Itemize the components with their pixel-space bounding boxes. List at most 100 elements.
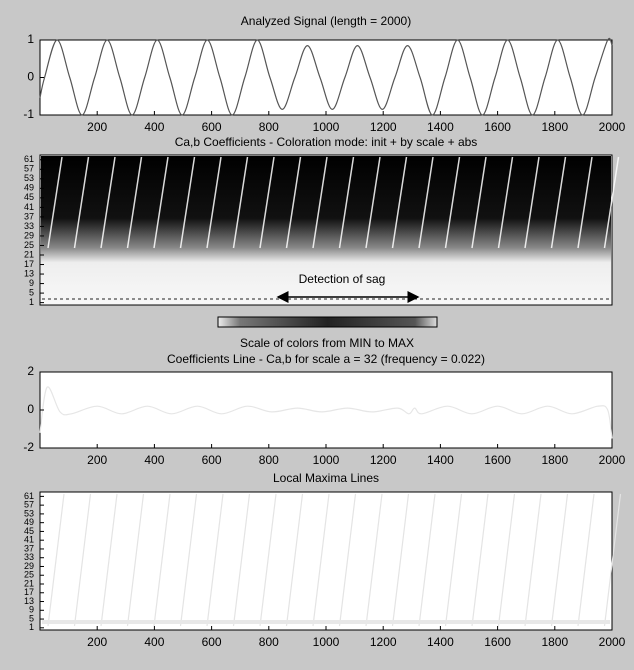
maxima-line xyxy=(126,493,145,627)
y-tick-label: 5 xyxy=(29,287,34,297)
x-tick-label: 200 xyxy=(87,635,107,649)
y-tick-label: 1 xyxy=(29,622,34,632)
y-tick-label: 1 xyxy=(27,32,34,46)
y-tick-label: 5 xyxy=(29,613,34,623)
y-tick-label: 17 xyxy=(24,587,34,597)
y-tick-label: 21 xyxy=(24,578,34,588)
x-tick-label: 600 xyxy=(202,635,222,649)
y-tick-label: 53 xyxy=(24,508,34,518)
panel-title: Coefficients Line - Ca,b for scale a = 3… xyxy=(167,352,485,366)
y-tick-label: 0 xyxy=(27,70,34,84)
coefficient-ridge xyxy=(365,156,381,249)
maxima-line xyxy=(232,493,251,627)
coefficient-ridge xyxy=(312,156,328,249)
coefficient-ridge xyxy=(73,156,90,249)
y-tick-label: 17 xyxy=(24,259,34,269)
maxima-line xyxy=(73,493,92,627)
maxima-line xyxy=(471,493,489,627)
maxima-line xyxy=(391,493,410,627)
colorbar xyxy=(217,316,438,328)
maxima-line xyxy=(206,493,224,627)
coefficient-ridge xyxy=(285,156,302,249)
plot-area xyxy=(39,491,613,631)
x-tick-label: 600 xyxy=(202,120,222,134)
x-tick-label: 1600 xyxy=(484,453,511,467)
maxima-line xyxy=(338,493,357,627)
x-tick-label: 1200 xyxy=(370,635,397,649)
coefficient-ridge xyxy=(179,156,196,249)
y-tick-label: 45 xyxy=(24,192,34,202)
y-tick-label: 45 xyxy=(24,526,34,536)
coefficient-ridge xyxy=(418,156,434,249)
y-tick-label: 57 xyxy=(24,500,34,510)
maxima-line xyxy=(179,493,198,627)
x-tick-label: 800 xyxy=(259,453,279,467)
x-tick-label: 1800 xyxy=(541,453,568,467)
x-tick-label: 400 xyxy=(144,453,164,467)
x-tick-label: 600 xyxy=(202,453,222,467)
x-tick-label: 400 xyxy=(144,120,164,134)
maxima-line xyxy=(418,493,436,627)
coefficient-ridge xyxy=(232,156,249,249)
coefficient-ridge xyxy=(497,156,514,249)
y-tick-label: 33 xyxy=(24,552,34,562)
maxima-line xyxy=(285,493,304,627)
maxima-line xyxy=(444,493,463,627)
coefficient-ridge xyxy=(47,156,63,249)
x-tick-label: 800 xyxy=(259,120,279,134)
y-tick-label: 29 xyxy=(24,230,34,240)
coefficient-ridge xyxy=(524,156,540,249)
y-tick-label: 57 xyxy=(24,164,34,174)
coefficient-image xyxy=(41,156,611,304)
y-tick-label: 61 xyxy=(24,491,34,501)
panel-title: Analyzed Signal (length = 2000) xyxy=(241,14,411,28)
colorbar-label: Scale of colors from MIN to MAX xyxy=(240,336,414,350)
y-tick-label: 41 xyxy=(24,535,34,545)
y-tick-label: 33 xyxy=(24,221,34,231)
coefficient-ridge xyxy=(153,156,169,249)
y-tick-label: 61 xyxy=(24,154,34,164)
x-tick-label: 1800 xyxy=(541,120,568,134)
x-tick-label: 1800 xyxy=(541,635,568,649)
y-tick-label: 37 xyxy=(24,211,34,221)
y-tick-label: 2 xyxy=(27,364,34,378)
y-tick-label: -1 xyxy=(23,107,34,121)
y-tick-label: 29 xyxy=(24,561,34,571)
signal-line xyxy=(39,386,613,439)
maxima-line xyxy=(312,493,330,627)
x-tick-label: 1600 xyxy=(484,635,511,649)
x-tick-label: 1600 xyxy=(484,120,511,134)
maxima-line xyxy=(603,493,622,627)
plot-area xyxy=(39,39,613,116)
x-tick-label: 1000 xyxy=(313,453,340,467)
y-tick-label: 49 xyxy=(24,183,34,193)
plot-area xyxy=(39,371,613,449)
x-tick-label: 2000 xyxy=(599,635,626,649)
x-tick-label: 1200 xyxy=(370,120,397,134)
annotation: Detection of sag xyxy=(299,272,386,286)
panel-title: Ca,b Coefficients - Coloration mode: ini… xyxy=(175,135,478,149)
x-tick-label: 1200 xyxy=(370,453,397,467)
coefficient-ridge xyxy=(100,156,116,249)
maxima-line xyxy=(100,493,118,627)
coefficient-ridge xyxy=(338,156,355,249)
coefficient-ridge xyxy=(550,156,567,249)
maxima-line xyxy=(259,493,277,627)
y-tick-label: 13 xyxy=(24,268,34,278)
x-tick-label: 1400 xyxy=(427,453,454,467)
x-tick-label: 400 xyxy=(144,635,164,649)
maxima-line xyxy=(365,493,383,627)
x-tick-label: 2000 xyxy=(599,120,626,134)
maxima-line xyxy=(153,493,171,627)
x-tick-label: 2000 xyxy=(599,453,626,467)
y-tick-label: 37 xyxy=(24,543,34,553)
coefficient-ridge xyxy=(471,156,487,249)
maxima-line xyxy=(550,493,569,627)
coefficient-ridge xyxy=(126,156,143,249)
y-tick-label: 49 xyxy=(24,517,34,527)
coefficient-ridge xyxy=(259,156,275,249)
panel-title: Local Maxima Lines xyxy=(273,471,379,485)
signal-line xyxy=(39,37,613,116)
y-tick-label: 21 xyxy=(24,249,34,259)
